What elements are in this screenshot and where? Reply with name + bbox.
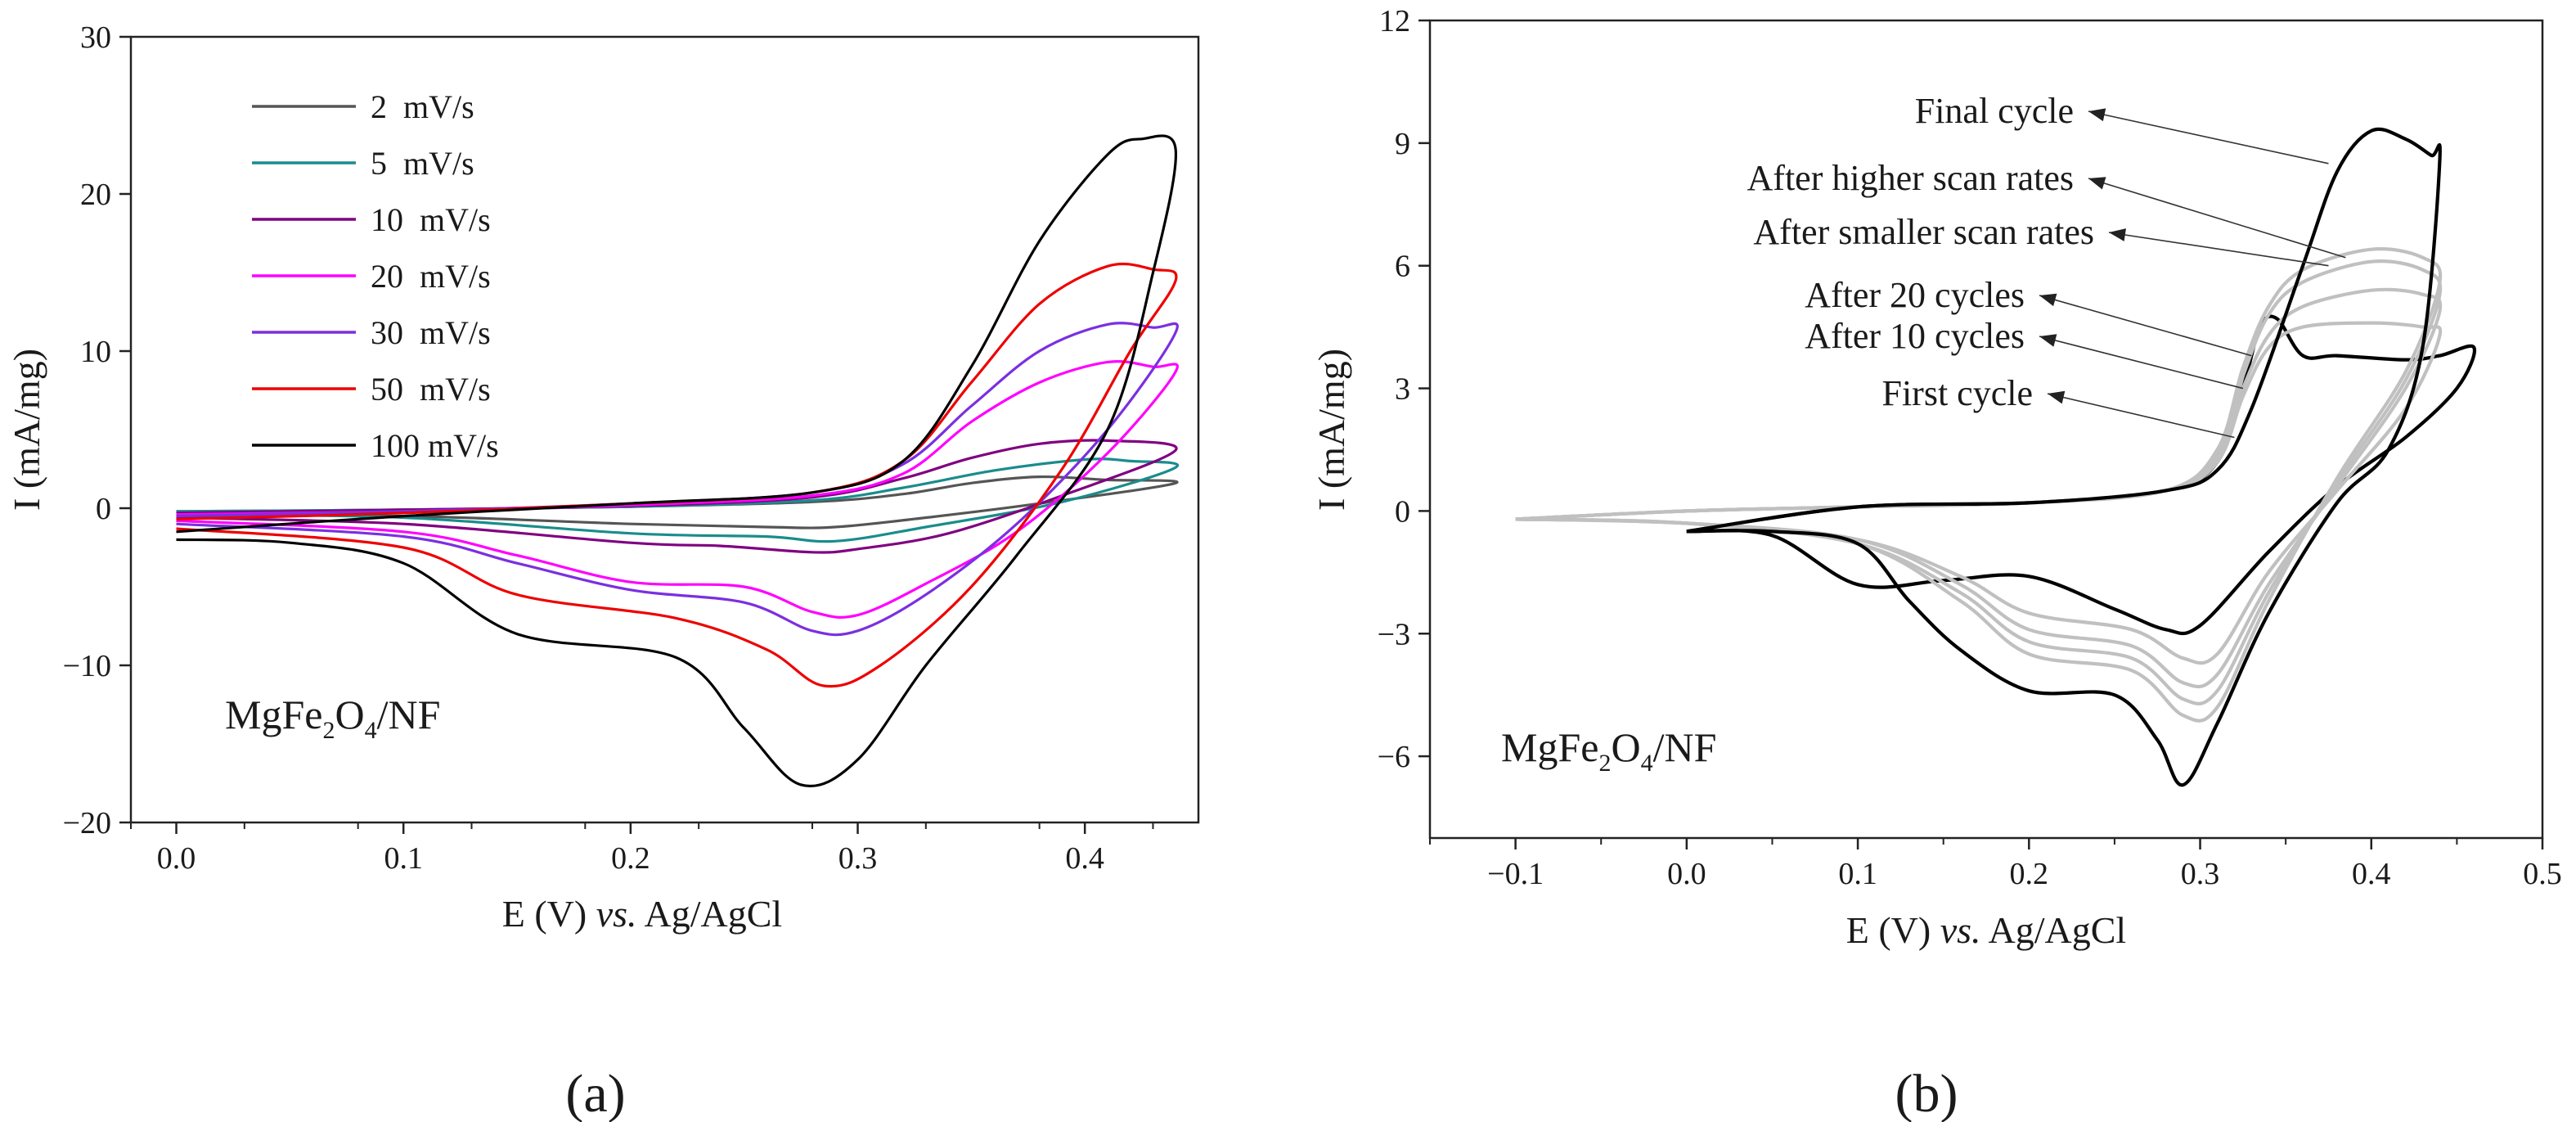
legend-label: 20 mV/s [371, 258, 491, 295]
y-tick-label: 10 [80, 335, 111, 369]
panel-b: −0.1 0.0 0.1 0.2 0.3 0.4 0.5 −6 −3 0 3 6 9 12 Final c… [1310, 4, 2562, 1122]
annotation-leader [2088, 178, 2346, 259]
y-tick-label: 9 [1395, 127, 1410, 161]
y-tick-label: −3 [1378, 617, 1410, 651]
sample-label-b-mid: O [1611, 724, 1640, 770]
x-axis-label-b: E (V) vs. Ag/AgCl [1846, 909, 2126, 951]
panel-label-a-text: (a) [565, 1064, 625, 1122]
annotation-label: First cycle [1881, 373, 2033, 413]
sample-label-a-sub2: 4 [365, 717, 377, 744]
x-tick-label: 0.3 [838, 841, 878, 876]
y-tick-label: −20 [63, 806, 111, 840]
legend-label: 2 mV/s [371, 88, 474, 125]
sample-label-a-sub: 2 [322, 717, 335, 744]
annotation-arrowhead [2048, 390, 2066, 404]
annotation-arrowhead [2088, 108, 2106, 122]
sample-label-a-post: /NF [377, 692, 441, 737]
sample-label-b: MgFe2O4/NF [1501, 724, 1716, 777]
x-axis-label-b-pre: E (V) [1846, 909, 1940, 951]
series-a [176, 134, 1180, 788]
panel-label-b-text: (b) [1895, 1064, 1958, 1122]
x-tick-label: 0.2 [2010, 857, 2049, 891]
sample-label-b-sub2: 4 [1641, 750, 1653, 777]
x-axis-label-b-italic: vs. [1940, 909, 1981, 951]
sample-label-b-pre: MgFe [1501, 724, 1598, 770]
x-axis-label-a-italic: vs. [596, 893, 637, 935]
series-line-a-4 [176, 322, 1179, 637]
series-line-a-6 [176, 134, 1178, 788]
x-tick-label: −0.1 [1487, 857, 1544, 891]
y-axis-label-b: I (mA/mg) [1310, 349, 1352, 511]
y-tick-label: 0 [1395, 494, 1410, 529]
legend-label: 5 mV/s [371, 145, 474, 182]
sample-label-b-sub: 2 [1598, 750, 1611, 777]
series-line-b-5 [1686, 127, 2442, 787]
x-axis-label-a-post: Ag/AgCl [637, 893, 783, 935]
y-tick-label: 0 [96, 492, 111, 526]
ticks-b: −0.1 0.0 0.1 0.2 0.3 0.4 0.5 −6 −3 0 3 6 9 12 [1378, 4, 2562, 891]
x-tick-label: 0.3 [2181, 857, 2220, 891]
y-tick-label: −6 [1378, 740, 1410, 774]
annotation-arrowhead [2088, 177, 2106, 190]
annotation-arrowhead [2039, 334, 2057, 347]
panel-label-a: (a) [565, 1064, 625, 1122]
x-tick-label: 0.4 [1065, 841, 1104, 876]
x-axis-label-a-pre: E (V) [502, 893, 596, 935]
series-line-b-0 [1686, 314, 2477, 636]
series-line-a-3 [176, 360, 1179, 619]
annotation-leader [2047, 393, 2235, 439]
y-tick-label: 20 [80, 178, 111, 212]
panel-label-b: (b) [1895, 1064, 1958, 1122]
legend-label: 50 mV/s [371, 371, 491, 408]
annotation-leader [2088, 110, 2329, 164]
x-tick-label: 0.2 [611, 841, 650, 876]
x-tick-label: 0.0 [1667, 857, 1706, 891]
annotation-leader [2108, 232, 2329, 267]
plot-frame-a [129, 35, 1200, 824]
annotation-label: After smaller scan rates [1753, 212, 2094, 252]
sample-label-a-pre: MgFe [225, 692, 322, 737]
y-tick-label: −10 [63, 649, 111, 683]
y-tick-label: 3 [1395, 372, 1410, 407]
annotation-label: Final cycle [1915, 91, 2074, 131]
annotation-leader [2039, 336, 2244, 390]
y-tick-label: 30 [80, 20, 111, 55]
legend-label: 100 mV/s [371, 427, 499, 464]
plot-frame-b [1428, 19, 2544, 840]
legend-label: 10 mV/s [371, 201, 491, 238]
sample-label-a-mid: O [335, 692, 364, 737]
x-tick-label: 0.0 [157, 841, 196, 876]
annotation-arrowhead [2109, 228, 2126, 241]
legend-a: 2 mV/s 5 mV/s 10 mV/s 20 mV/s 30 mV/s 50 mV/s… [252, 88, 499, 464]
x-tick-label: 0.1 [1838, 857, 1877, 891]
annotation-leader [2039, 295, 2252, 357]
x-tick-label: 0.1 [384, 841, 423, 876]
x-tick-label: 0.4 [2352, 857, 2391, 891]
annotation-label: After 20 cycles [1805, 275, 2025, 315]
annotation-arrowhead [2039, 293, 2057, 307]
x-tick-label: 0.5 [2523, 857, 2562, 891]
series-line-a-5 [176, 262, 1178, 688]
y-tick-label: 12 [1379, 4, 1410, 38]
ticks-a: 0.0 0.1 0.2 0.3 0.4 −20 −10 0 10 20 30 [63, 20, 1154, 876]
y-axis-label-a: I (mA/mg) [6, 349, 47, 511]
x-axis-label-b-post: Ag/AgCl [1981, 909, 2127, 951]
annotation-label: After higher scan rates [1747, 158, 2074, 198]
series-b [1515, 127, 2477, 787]
annotation-label: After 10 cycles [1805, 316, 2025, 356]
sample-label-a: MgFe2O4/NF [225, 692, 440, 744]
annotations-b: Final cycle After higher scan rates After … [1747, 91, 2346, 439]
sample-label-b-post: /NF [1653, 724, 1717, 770]
y-tick-label: 6 [1395, 250, 1410, 284]
legend-label: 30 mV/s [371, 314, 491, 351]
x-axis-label-a: E (V) vs. Ag/AgCl [502, 893, 782, 935]
panel-a: 0.0 0.1 0.2 0.3 0.4 −20 −10 0 10 20 30 2 mV/s 5 mV/… [6, 20, 1200, 1122]
